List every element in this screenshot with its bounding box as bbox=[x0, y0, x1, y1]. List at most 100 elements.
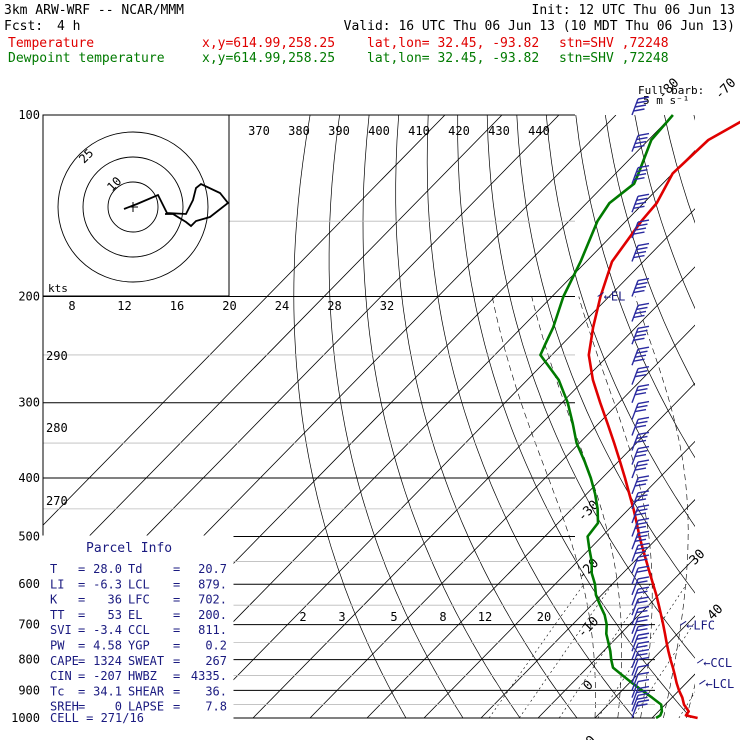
isotherm bbox=[138, 150, 695, 718]
fcst-value: 4 h bbox=[57, 19, 80, 34]
dry-adiabat bbox=[426, 115, 635, 718]
parcel-label: TT bbox=[50, 608, 64, 622]
barb-flag bbox=[634, 354, 647, 358]
barb-flag bbox=[637, 542, 650, 547]
hodograph-speed-label: 24 bbox=[275, 299, 289, 313]
barb-flag bbox=[637, 692, 650, 697]
barb-flag bbox=[636, 388, 648, 392]
parcel-equals: = bbox=[173, 654, 180, 668]
pressure-label: 700 bbox=[18, 618, 40, 632]
wind-barb bbox=[631, 302, 650, 322]
barb-flag bbox=[637, 678, 650, 683]
barb-flag bbox=[636, 329, 648, 333]
parcel-label: YGP bbox=[128, 639, 150, 653]
wind-barb bbox=[631, 632, 650, 652]
barb-flag bbox=[637, 431, 650, 436]
barb-staff bbox=[631, 681, 639, 698]
barb-flag bbox=[637, 530, 650, 534]
dry-adiabat bbox=[723, 115, 740, 718]
isotherm bbox=[43, 115, 503, 584]
barb-flag bbox=[634, 424, 647, 429]
barb-flag bbox=[636, 636, 648, 640]
parcel-label: Td bbox=[128, 562, 142, 576]
barb-flag bbox=[636, 644, 648, 649]
hodograph-trace bbox=[123, 182, 230, 228]
barb-flag bbox=[636, 169, 648, 173]
barb-flag bbox=[637, 384, 650, 388]
barb-flag bbox=[636, 463, 648, 467]
parcel-label: HWBZ bbox=[128, 669, 157, 683]
barb-flag bbox=[633, 314, 645, 319]
barb-flag bbox=[636, 569, 648, 573]
barb-flag bbox=[634, 310, 647, 315]
wind-barb bbox=[631, 242, 650, 262]
dew-legend-stn: stn=SHV ,72248 bbox=[559, 51, 669, 66]
barb-staff bbox=[631, 688, 639, 705]
pressure-label: 600 bbox=[18, 577, 40, 591]
barb-flag bbox=[637, 277, 650, 282]
dew-legend-latlon: lat,lon= 32.45, -93.82 bbox=[367, 51, 539, 66]
barb-flag bbox=[636, 580, 648, 584]
dry-adiabat bbox=[545, 115, 695, 528]
isotherm bbox=[480, 499, 695, 718]
parcel-equals: = bbox=[78, 639, 85, 653]
marker-lfc: ←LFC bbox=[686, 618, 715, 632]
theta-label: 370 bbox=[248, 124, 270, 138]
hodograph-ring bbox=[107, 181, 159, 233]
barb-flag bbox=[633, 289, 645, 294]
parcel-value: 34.1 bbox=[93, 684, 122, 698]
wind-barb bbox=[631, 165, 650, 184]
mixing-ratio-line bbox=[678, 691, 695, 718]
barb-staff bbox=[631, 643, 639, 660]
parcel-value: 36. bbox=[205, 684, 227, 698]
parcel-label: EL bbox=[128, 608, 142, 622]
parcel-equals: = bbox=[173, 700, 180, 714]
barb-flag bbox=[634, 453, 647, 458]
parcel-label: LFC bbox=[128, 593, 150, 607]
parcel-cell: CELL = 271/16 bbox=[50, 711, 144, 725]
barb-flag bbox=[634, 512, 647, 516]
isotherm bbox=[366, 382, 695, 718]
wind-barb bbox=[631, 605, 650, 625]
barb-flag bbox=[637, 416, 650, 421]
level-markers: ←EL ←LFC ←CCL ←LCL bbox=[597, 290, 734, 691]
barb-flag bbox=[637, 517, 650, 522]
barb-flag bbox=[637, 459, 650, 463]
parcel-label: LI bbox=[50, 577, 64, 591]
barb-flag bbox=[637, 596, 650, 600]
barb-flag bbox=[636, 404, 648, 409]
wind-barb bbox=[631, 596, 650, 616]
temp-tick-right: 0 bbox=[580, 678, 596, 694]
barb-staff bbox=[631, 635, 639, 652]
theta-label: 410 bbox=[408, 124, 430, 138]
barb-legend-units: 5 m s⁻¹ bbox=[643, 94, 689, 107]
isotherm bbox=[309, 324, 695, 718]
wind-barb bbox=[631, 576, 650, 596]
barb-staff bbox=[631, 578, 639, 596]
barb-flag bbox=[636, 306, 648, 311]
hodograph-units: kts bbox=[48, 282, 68, 295]
barb-flag bbox=[633, 337, 645, 341]
barb-flag bbox=[637, 685, 650, 690]
parcel-value: 267 bbox=[205, 654, 227, 668]
valid-time: Valid: 16 UTC Thu 06 Jun 13 (10 MDT Thu … bbox=[344, 19, 735, 34]
barb-flag bbox=[636, 369, 648, 374]
barb-flag bbox=[637, 193, 650, 197]
parcel-value: -6.3 bbox=[93, 577, 122, 591]
barb-staff bbox=[631, 608, 639, 625]
marker-tick bbox=[679, 620, 687, 626]
wind-barb bbox=[631, 530, 650, 550]
temp-legend-latlon: lat,lon= 32.45, -93.82 bbox=[367, 36, 539, 51]
barb-flag bbox=[634, 538, 647, 542]
parcel-label: T bbox=[50, 562, 57, 576]
wind-barb bbox=[631, 325, 650, 345]
isotherm bbox=[537, 557, 695, 718]
barb-flag bbox=[634, 227, 647, 231]
dry-adiabat bbox=[395, 115, 578, 718]
theta-label: 400 bbox=[368, 124, 390, 138]
barb-flag bbox=[636, 479, 648, 483]
parcel-label: CAPE bbox=[50, 654, 79, 668]
barb-flag bbox=[636, 435, 648, 440]
barb-flag bbox=[633, 177, 645, 181]
